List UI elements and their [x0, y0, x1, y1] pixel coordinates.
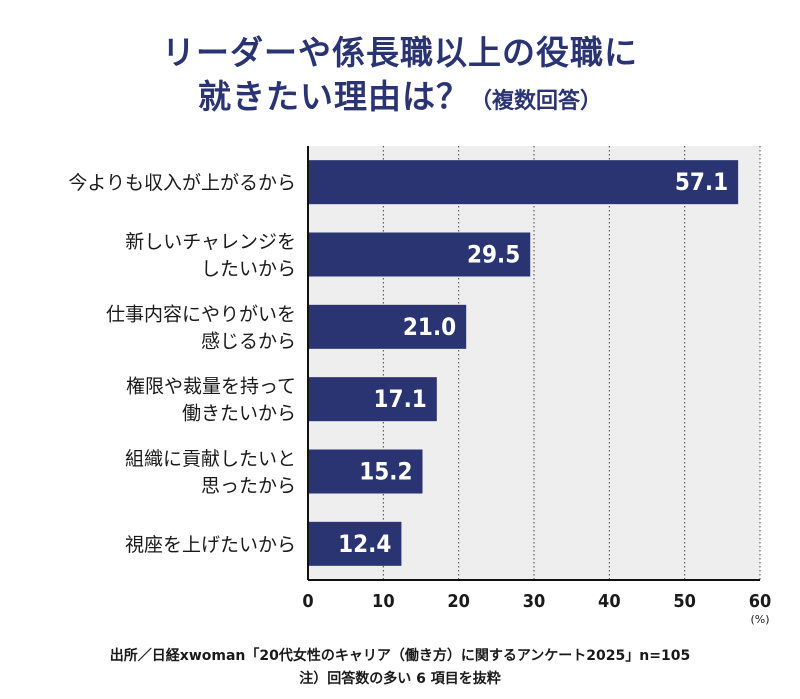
category-label: 仕事内容にやりがいを: [106, 303, 296, 325]
bar-value-label: 21.0: [403, 313, 456, 341]
x-tick-label: 60: [749, 591, 772, 612]
bar-chart: 0 10 20 30 40 50 60(%) 57.1 今よりも収入が上がるから 29.5 新しいチ…: [68, 146, 772, 626]
x-tick-label: 40: [598, 591, 621, 612]
category-label: 新しいチャレンジを: [125, 231, 296, 253]
bar-value-label: 17.1: [374, 385, 427, 413]
category-label: 今よりも収入が上がるから: [68, 172, 296, 194]
x-tick-label: 10: [372, 591, 395, 612]
source-note: 出所／日経xwoman「20代女性のキャリア（働き方）に関するアンケート2025…: [109, 648, 691, 664]
category-label: 組織に貢献したいと: [125, 448, 296, 470]
x-tick-label: 0: [302, 591, 313, 612]
chart-title-line2: 就きたい理由は？（複数回答）: [0, 70, 800, 118]
category-label: 視座を上げたいから: [125, 534, 296, 556]
bar: [308, 304, 467, 349]
bar: [308, 377, 437, 422]
bar: [308, 160, 739, 205]
chart-title-line1: リーダーや係長職以上の役職に: [162, 33, 638, 72]
footnote: 注）回答数の多い 6 項目を抜粋: [299, 671, 501, 687]
category-label: したいから: [201, 258, 296, 280]
bar-value-label: 57.1: [675, 168, 728, 196]
bar-value-label: 29.5: [467, 241, 520, 269]
x-tick-label: 30: [523, 591, 546, 612]
bar: [308, 232, 531, 277]
category-label: 感じるから: [201, 330, 296, 352]
category-label: 働きたいから: [182, 403, 296, 425]
bar-value-label: 15.2: [359, 458, 412, 486]
category-label: 権限や裁量を持って: [126, 376, 296, 398]
bar-value-label: 12.4: [338, 530, 391, 558]
x-unit-label: (%): [750, 613, 769, 626]
chart-title-main: 就きたい理由は？: [197, 77, 470, 116]
chart-title-sub: （複数回答）: [469, 89, 602, 114]
category-label: 思ったから: [201, 475, 296, 497]
bar: [308, 449, 423, 494]
x-tick-label: 50: [673, 591, 696, 612]
bar: [308, 521, 402, 566]
x-tick-label: 20: [447, 591, 470, 612]
